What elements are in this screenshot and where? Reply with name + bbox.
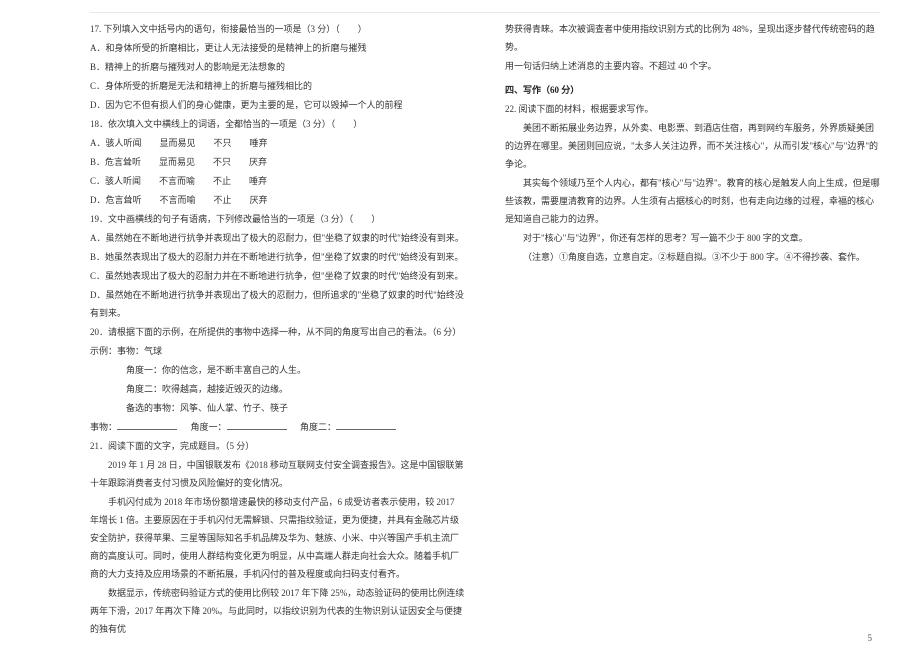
q20-a1-label: 角度一：	[191, 422, 227, 432]
q22-p4: （注意）①角度自选，立意自定。②标题自拟。③不少于 800 字。④不得抄袭、套作…	[505, 248, 880, 266]
q17-opt-a: A．和身体所受的折磨相比，更让人无法接受的是精神上的折磨与摧残	[90, 39, 465, 57]
page-container: 17. 下列填入文中括号内的语句，衔接最恰当的一项是（3 分）（ ） A．和身体…	[0, 0, 920, 651]
q20-a1-blank[interactable]	[227, 420, 287, 430]
q17-stem: 17. 下列填入文中括号内的语句，衔接最恰当的一项是（3 分）（ ）	[90, 20, 465, 38]
q18-stem: 18．依次填入文中横线上的词语，全都恰当的一项是（3 分）（ ）	[90, 115, 465, 133]
q20-thing-label: 事物：	[90, 422, 117, 432]
q21-task: 用一句话归纳上述消息的主要内容。不超过 40 个字。	[505, 57, 880, 75]
q21-stem: 21．阅读下面的文字，完成题目。（5 分）	[90, 437, 465, 455]
q17-opt-b: B．精神上的折磨与摧残对人的影响是无法想象的	[90, 58, 465, 76]
q20-a2-label: 角度二：	[300, 422, 336, 432]
q21-p3: 数据显示，传统密码验证方式的使用比例较 2017 年下降 25%，动态验证码的使…	[90, 584, 465, 638]
q20-choices: 备选的事物：风筝、仙人掌、竹子、筷子	[90, 399, 465, 417]
q20-thing-blank[interactable]	[117, 420, 177, 430]
right-column: 势获得青睐。本次被调查者中使用指纹识别方式的比例为 48%，呈现出逐步替代传统密…	[505, 20, 880, 641]
q22-p3: 对于"核心"与"边界"，你还有怎样的思考？写一篇不少于 800 字的文章。	[505, 229, 880, 247]
q20-answer-line: 事物： 角度一： 角度二：	[90, 418, 465, 436]
q21-cont: 势获得青睐。本次被调查者中使用指纹识别方式的比例为 48%，呈现出逐步替代传统密…	[505, 20, 880, 56]
q21-p1: 2019 年 1 月 28 日，中国银联发布《2018 移动互联网支付安全调查报…	[90, 456, 465, 492]
q19-opt-d: D．虽然她在不断地进行抗争并表现出了极大的忍耐力，但所追求的"坐稳了奴隶的时代"…	[90, 286, 465, 322]
q18-opt-b: B．危言耸听 显而易见 不只 厌弃	[90, 153, 465, 171]
q19-stem: 19．文中画横线的句子有语病，下列修改最恰当的一项是（3 分）（ ）	[90, 210, 465, 228]
q22-p2: 其实每个领域乃至个人内心，都有"核心"与"边界"。教育的核心是触发人向上生成，但…	[505, 174, 880, 228]
section-4-title: 四、写作（60 分）	[505, 81, 880, 99]
q18-opt-c: C．骇人听闻 不言而喻 不止 唾弃	[90, 172, 465, 190]
q19-opt-c: C．虽然她表现出了极大的忍耐力并在不断地进行抗争，但"坐稳了奴隶的时代"始终没有…	[90, 267, 465, 285]
top-rule	[90, 12, 880, 13]
q18-opt-d: D．危言耸听 不言而喻 不止 厌弃	[90, 191, 465, 209]
q19-opt-b: B．她虽然表现出了极大的忍耐力并在不断地进行抗争，但"坐稳了奴隶的时代"始终没有…	[90, 248, 465, 266]
q22-p1: 美团不断拓展业务边界，从外卖、电影票、到酒店住宿，再到网约车服务，外界质疑美团的…	[505, 119, 880, 173]
q20-angle1: 角度一：你的信念，是不断丰富自己的人生。	[90, 361, 465, 379]
q19-opt-a: A．虽然她在不断地进行抗争并表现出了极大的忍耐力，但"坐稳了奴隶的时代"始终没有…	[90, 229, 465, 247]
q17-opt-d: D．因为它不但有损人们的身心健康，更为主要的是，它可以毁掉一个人的前程	[90, 96, 465, 114]
q20-angle2: 角度二：吹得越高，越接近毁灭的边缘。	[90, 380, 465, 398]
q17-opt-c: C．身体所受的折磨是无法和精神上的折磨与摧残相比的	[90, 77, 465, 95]
q20-example-label: 示例：事物：气球	[90, 342, 465, 360]
left-column: 17. 下列填入文中括号内的语句，衔接最恰当的一项是（3 分）（ ） A．和身体…	[90, 20, 465, 641]
q20-stem: 20．请根据下面的示例，在所提供的事物中选择一种，从不同的角度写出自己的看法。（…	[90, 323, 465, 341]
q21-p2: 手机闪付成为 2018 年市场份额增速最快的移动支付产品，6 成受访者表示使用，…	[90, 493, 465, 583]
q22-stem: 22. 阅读下面的材料，根据要求写作。	[505, 100, 880, 118]
q18-opt-a: A．骇人听闻 显而易见 不只 唾弃	[90, 134, 465, 152]
q20-a2-blank[interactable]	[336, 420, 396, 430]
page-number: 5	[868, 633, 873, 643]
